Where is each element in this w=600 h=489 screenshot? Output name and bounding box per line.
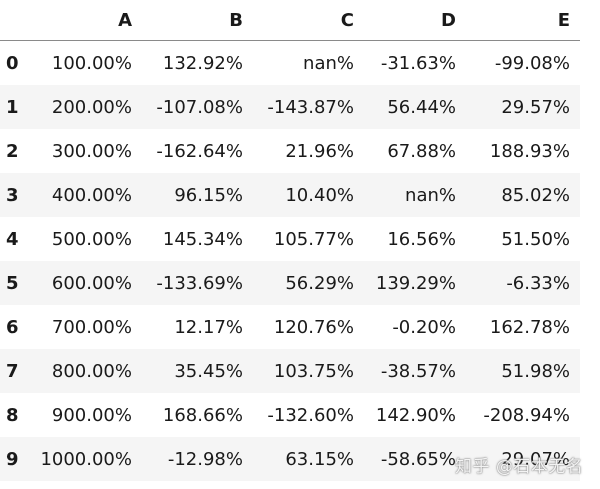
table-cell-b: 168.66% xyxy=(162,404,243,426)
table-cell-b: -133.69% xyxy=(156,272,243,294)
table-row: 4 500.00% 145.34% 105.77% 16.56% 51.50% xyxy=(0,217,580,261)
table-cell-d: 142.90% xyxy=(375,404,456,426)
table-cell-e: 29.57% xyxy=(501,96,570,118)
row-index: 2 xyxy=(6,140,19,162)
table-cell-c: 105.77% xyxy=(273,228,354,250)
table-cell-b: 96.15% xyxy=(174,184,243,206)
row-index: 3 xyxy=(6,184,19,206)
dataframe-output: A B C D E 0 100.00% 132.92% nan% -31.63% -99.… xyxy=(0,0,580,481)
table-cell-d: -58.65% xyxy=(380,448,456,470)
table-cell-d: 56.44% xyxy=(387,96,456,118)
table-cell-c: -143.87% xyxy=(267,96,354,118)
column-header-b: B xyxy=(142,0,253,41)
column-header-d: D xyxy=(364,0,466,41)
table-cell-e: 85.02% xyxy=(501,184,570,206)
table-cell-b: 145.34% xyxy=(162,228,243,250)
row-index: 4 xyxy=(6,228,19,250)
table-cell-e: -99.08% xyxy=(494,52,570,74)
table-row: 2 300.00% -162.64% 21.96% 67.88% 188.93% xyxy=(0,129,580,173)
header-row: A B C D E xyxy=(0,0,580,41)
table-cell-e: 29.07% xyxy=(501,448,570,470)
table-cell-a: 200.00% xyxy=(51,96,132,118)
table-header: A B C D E xyxy=(0,0,580,41)
table-cell-a: 300.00% xyxy=(51,140,132,162)
table-cell-a: 500.00% xyxy=(51,228,132,250)
table-cell-e: -208.94% xyxy=(483,404,570,426)
row-index: 7 xyxy=(6,360,19,382)
table-cell-c: 103.75% xyxy=(273,360,354,382)
table-row: 7 800.00% 35.45% 103.75% -38.57% 51.98% xyxy=(0,349,580,393)
table-cell-c: 120.76% xyxy=(273,316,354,338)
row-index: 9 xyxy=(6,448,19,470)
table-cell-a: 600.00% xyxy=(51,272,132,294)
row-index: 6 xyxy=(6,316,19,338)
row-index: 5 xyxy=(6,272,19,294)
table-row: 5 600.00% -133.69% 56.29% 139.29% -6.33% xyxy=(0,261,580,305)
table-cell-a: 700.00% xyxy=(51,316,132,338)
table-cell-a: 1000.00% xyxy=(40,448,132,470)
table-cell-b: -162.64% xyxy=(156,140,243,162)
dataframe-table: A B C D E 0 100.00% 132.92% nan% -31.63% -99.… xyxy=(0,0,580,481)
table-cell-a: 900.00% xyxy=(51,404,132,426)
table-cell-c: nan% xyxy=(303,52,354,74)
table-cell-d: -38.57% xyxy=(380,360,456,382)
index-header-corner xyxy=(0,0,30,41)
table-row: 0 100.00% 132.92% nan% -31.63% -99.08% xyxy=(0,41,580,86)
table-cell-b: 12.17% xyxy=(174,316,243,338)
table-body: 0 100.00% 132.92% nan% -31.63% -99.08% 1 200.00… xyxy=(0,41,580,481)
column-header-e: E xyxy=(466,0,580,41)
table-cell-b: -12.98% xyxy=(167,448,243,470)
table-cell-c: 56.29% xyxy=(285,272,354,294)
table-row: 6 700.00% 12.17% 120.76% -0.20% 162.78% xyxy=(0,305,580,349)
table-cell-c: -132.60% xyxy=(267,404,354,426)
table-row: 1 200.00% -107.08% -143.87% 56.44% 29.57% xyxy=(0,85,580,129)
table-cell-d: 139.29% xyxy=(375,272,456,294)
table-cell-b: 132.92% xyxy=(162,52,243,74)
table-row: 3 400.00% 96.15% 10.40% nan% 85.02% xyxy=(0,173,580,217)
table-cell-e: 51.98% xyxy=(501,360,570,382)
column-header-a: A xyxy=(30,0,142,41)
column-header-c: C xyxy=(253,0,364,41)
table-cell-d: 16.56% xyxy=(387,228,456,250)
table-cell-b: 35.45% xyxy=(174,360,243,382)
table-cell-e: -6.33% xyxy=(506,272,570,294)
table-cell-c: 10.40% xyxy=(285,184,354,206)
table-cell-d: -31.63% xyxy=(380,52,456,74)
table-cell-c: 63.15% xyxy=(285,448,354,470)
table-cell-a: 400.00% xyxy=(51,184,132,206)
table-cell-c: 21.96% xyxy=(285,140,354,162)
table-cell-d: -0.20% xyxy=(392,316,456,338)
table-cell-e: 188.93% xyxy=(489,140,570,162)
row-index: 1 xyxy=(6,96,19,118)
row-index: 0 xyxy=(6,52,19,74)
table-cell-a: 800.00% xyxy=(51,360,132,382)
table-cell-b: -107.08% xyxy=(156,96,243,118)
table-cell-e: 51.50% xyxy=(501,228,570,250)
table-row: 9 1000.00% -12.98% 63.15% -58.65% 29.07% xyxy=(0,437,580,481)
table-cell-a: 100.00% xyxy=(51,52,132,74)
row-index: 8 xyxy=(6,404,19,426)
table-cell-d: 67.88% xyxy=(387,140,456,162)
table-cell-e: 162.78% xyxy=(489,316,570,338)
table-cell-d: nan% xyxy=(405,184,456,206)
table-row: 8 900.00% 168.66% -132.60% 142.90% -208.94% xyxy=(0,393,580,437)
